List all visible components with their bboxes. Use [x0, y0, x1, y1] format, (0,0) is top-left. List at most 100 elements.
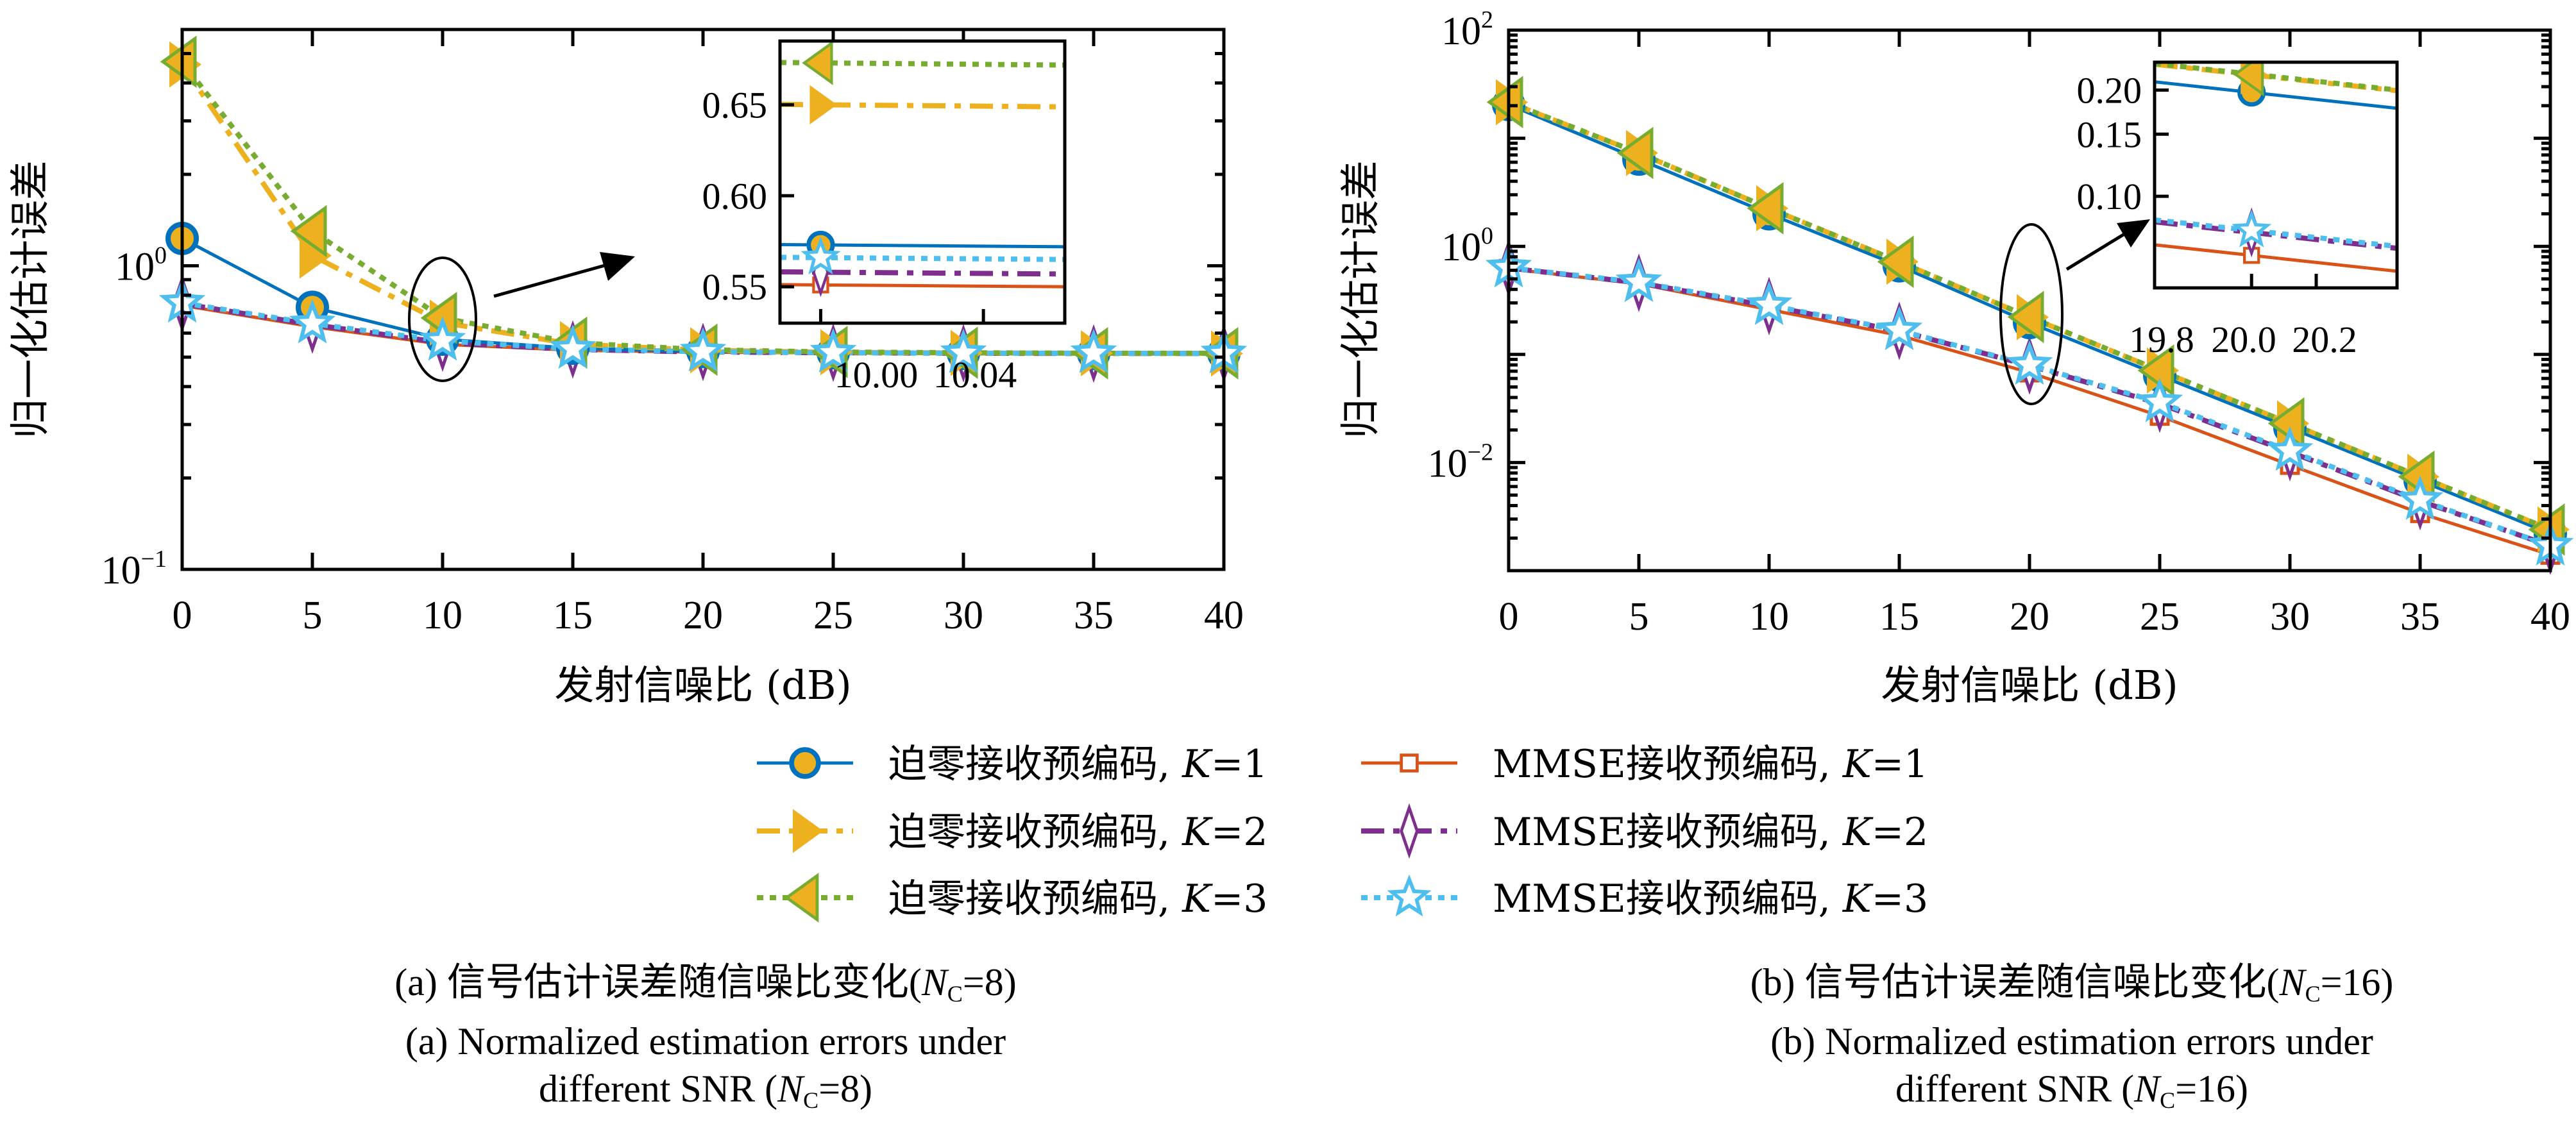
- legend-marker-diamond-icon: [1400, 803, 1419, 859]
- inset-x-tick-label: 20.2: [2292, 319, 2357, 360]
- x-tick-label: 20: [683, 594, 723, 637]
- plot-b-inset-tick-labels: 19.8 20.0 20.2 0.10 0.150.20: [2077, 70, 2357, 360]
- legend-label-text: MMSE接收预编码,: [1493, 810, 1843, 855]
- data-point-zf-k3: [1747, 181, 1784, 235]
- plot-b-ticks: [1507, 28, 2552, 573]
- x-tick-label: 15: [1879, 595, 1919, 639]
- data-point-zf-k3: [1877, 235, 1914, 289]
- plot-a-inset-tick-labels: 10.00 10.04 0.55 0.60 0.65: [702, 84, 1017, 396]
- data-point-mmse-k3: [1745, 280, 1793, 326]
- caption-b-cn: (b) 信号估计误差随信噪比变化(NC=16): [1750, 961, 2394, 1007]
- inset-series-line-mmse-k1: [2155, 243, 2397, 273]
- caption-b-en-line1: (b) Normalized estimation errors under: [1770, 1020, 2373, 1062]
- data-point-mmse-k3: [2266, 426, 2314, 471]
- plot-b-ylabel: 归一化估计误差: [1337, 160, 1384, 439]
- series-line-zf-k3: [1509, 99, 2550, 532]
- y-tick-label: 10−2: [1428, 439, 1493, 485]
- inset-x-tick-label: 19.8: [2129, 319, 2194, 360]
- inset-y-tick-label: 0.15: [2077, 113, 2142, 155]
- legend-item-mmse-k3: MMSE接收预编码, K=3: [1361, 874, 1928, 921]
- legend-label-text: MMSE接收预编码,: [1493, 877, 1843, 921]
- data-point-mmse-k3: [1876, 306, 1923, 351]
- y-tick-label: 10−1: [101, 546, 167, 592]
- plot-b-inset: 19.8 20.0 20.2 0.10 0.150.20: [2077, 60, 2399, 360]
- legend-label: 迫零接收预编码, K=1: [888, 742, 1267, 787]
- data-point-mmse-k3: [1615, 258, 1663, 303]
- legend-marker-triangle-left-icon: [784, 873, 819, 923]
- inset-y-tick-label: 0.20: [2077, 70, 2142, 112]
- y-tick-label-exponent: 2: [1481, 6, 1493, 33]
- legend-item-zf-k1: 迫零接收预编码, K=1: [757, 742, 1267, 787]
- legend-label-value: =2: [1872, 810, 1928, 855]
- x-tick-label: 10: [423, 594, 462, 637]
- data-point-mmse-k3: [809, 328, 857, 373]
- inset-y-tick-label: 0.55: [702, 266, 768, 308]
- data-point-mmse-k3: [1070, 328, 1117, 373]
- y-tick-label: 100: [1441, 222, 1493, 269]
- caption-b-en-line2: different SNR (NC=16): [1895, 1068, 2249, 1113]
- inset-series-line-zf-k1: [2155, 80, 2397, 110]
- inset-data-point-mmse-k3: [2232, 210, 2272, 247]
- legend-label-value: =2: [1211, 810, 1267, 855]
- plot-a-zoom-arrow: [493, 252, 635, 298]
- inset-data-point-zf-k3: [2233, 62, 2264, 97]
- x-tick-label: 0: [1499, 595, 1519, 639]
- plot-a-inset-markers: [801, 41, 841, 298]
- x-tick-label: 5: [1629, 595, 1649, 639]
- x-tick-label: 5: [303, 594, 323, 637]
- plot-a-markers: [158, 35, 1248, 383]
- x-tick-label: 25: [2140, 595, 2180, 639]
- data-point-zf-k3: [2007, 290, 2044, 344]
- inset-y-tick-label: 0.65: [702, 84, 768, 126]
- data-point-zf-k3: [1486, 76, 1523, 129]
- y-tick-label: 102: [1441, 6, 1493, 53]
- data-point-mmse-k3: [940, 328, 987, 373]
- legend-label-k: K: [1842, 810, 1874, 855]
- caption-a-en-line2: different SNR (NC=8): [538, 1068, 873, 1113]
- legend-label-k: K: [1182, 742, 1213, 787]
- inset-data-point-mmse-k3: [801, 237, 841, 275]
- x-tick-label: 40: [1204, 594, 1244, 637]
- legend-label-value: =1: [1872, 742, 1928, 787]
- legend-label-k: K: [1182, 810, 1213, 855]
- arrow-head-icon: [600, 252, 635, 281]
- data-point-mmse-k3: [549, 324, 597, 369]
- legend-label-value: =1: [1211, 742, 1267, 787]
- inset-x-tick-label: 20.0: [2211, 319, 2276, 360]
- legend-label: MMSE接收预编码, K=2: [1493, 810, 1928, 855]
- legend-marker-triangle-right-icon: [793, 809, 824, 853]
- x-tick-label: 0: [173, 594, 192, 637]
- x-tick-label: 15: [553, 594, 593, 637]
- legend-label-k: K: [1182, 877, 1213, 921]
- y-tick-label-exponent: −1: [141, 546, 167, 573]
- legend-label-text: MMSE接收预编码,: [1493, 742, 1843, 787]
- y-tick-label-base: 10: [115, 245, 155, 289]
- inset-series-line-mmse-k3: [2155, 217, 2397, 249]
- data-point-zf-k3: [1616, 126, 1654, 180]
- inset-y-tick-label: 0.60: [702, 175, 768, 217]
- legend-marker-star-icon: [1387, 874, 1432, 917]
- data-point-mmse-k3: [2396, 475, 2444, 520]
- data-point-mmse-k3: [2006, 340, 2053, 385]
- inset-x-tick-label: 10.00: [835, 354, 919, 396]
- inset-y-tick-label: 0.10: [2077, 176, 2142, 217]
- legend-marker-square-icon: [1400, 753, 1419, 773]
- plot-b-zoom-ellipse: [1999, 223, 2063, 405]
- data-point-zf-k3: [160, 35, 197, 88]
- data-point-mmse-k3: [2136, 378, 2183, 423]
- legend-item-mmse-k1: MMSE接收预编码, K=1: [1361, 742, 1928, 787]
- legend-label: 迫零接收预编码, K=2: [888, 810, 1267, 855]
- caption-a: (a) 信号估计误差随信噪比变化(NC=8) (a) Normalized es…: [244, 959, 1167, 1124]
- inset-data-point-zf-k2: [809, 85, 837, 124]
- caption-a-en-line1: (a) Normalized estimation errors under: [405, 1020, 1006, 1062]
- arrow-head-icon: [2117, 219, 2150, 247]
- x-tick-label: 35: [1074, 594, 1114, 637]
- x-tick-label: 10: [1749, 595, 1789, 639]
- plot-b-xlabel: 发射信噪比 (dB): [1881, 662, 2178, 709]
- y-tick-label-exponent: −2: [1468, 439, 1493, 466]
- inset-series-line-zf-k2: [2155, 62, 2397, 94]
- plot-a-xlabel: 发射信噪比 (dB): [554, 662, 851, 709]
- plot-b-markers: [1485, 76, 2574, 575]
- x-tick-label: 40: [2530, 595, 2570, 639]
